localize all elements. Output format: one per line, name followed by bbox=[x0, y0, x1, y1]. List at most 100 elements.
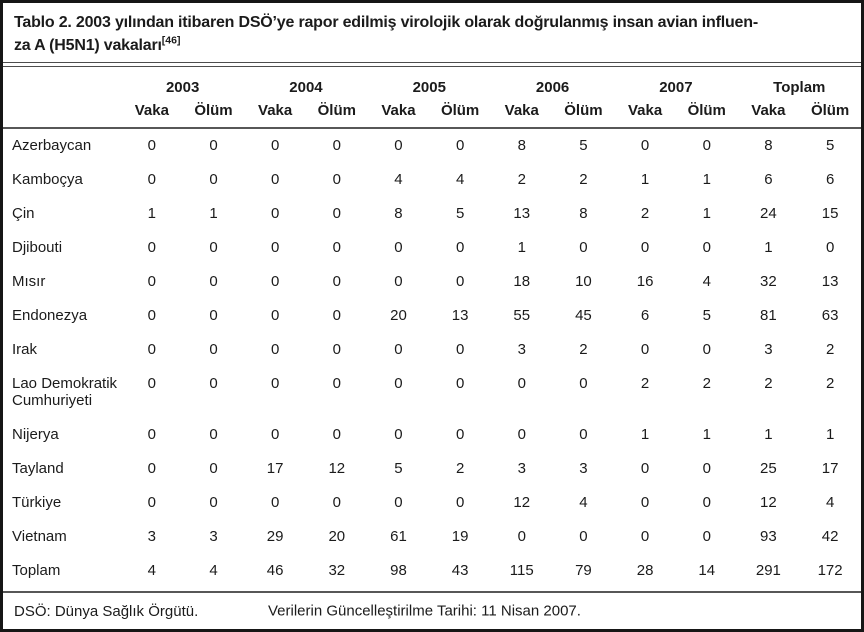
subheader-cell: Ölüm bbox=[182, 99, 245, 129]
value-cell: 4 bbox=[147, 562, 156, 579]
table-title-line2: za A (H5N1) vakaları[46] bbox=[14, 34, 850, 57]
value-cell: 0 bbox=[332, 137, 341, 154]
value-cell: 13 bbox=[513, 205, 531, 222]
value-cell: 29 bbox=[266, 528, 284, 545]
value-cell: 32 bbox=[328, 562, 346, 579]
value-cell: 10 bbox=[575, 273, 592, 290]
year-header: 2006 bbox=[535, 79, 570, 96]
value-cell: 0 bbox=[332, 239, 341, 256]
country-cell: Nijerya bbox=[12, 426, 59, 443]
value-cell: 1 bbox=[640, 426, 650, 443]
year-header: 2007 bbox=[659, 79, 693, 96]
value-cell: 0 bbox=[455, 239, 465, 256]
table-body: Azerbaycan 0 0 0 0 0 0 8 5 0 0 8 5 Kamboçya 0 0 0 0 4 4 2 2 1 1… bbox=[3, 128, 861, 588]
value-cell: 15 bbox=[821, 205, 839, 222]
value-cell: 0 bbox=[209, 307, 218, 324]
value-cell: 79 bbox=[575, 562, 592, 579]
corner-cell bbox=[3, 67, 121, 99]
value-cell: 1 bbox=[764, 239, 773, 256]
value-cell: 0 bbox=[209, 239, 218, 256]
table-row: Çin 1 1 0 0 8 5 13 8 2 1 24 15 bbox=[3, 197, 861, 231]
value-cell: 0 bbox=[579, 528, 588, 545]
value-cell: 14 bbox=[698, 562, 716, 579]
value-cell: 63 bbox=[821, 307, 839, 324]
value-cell: 0 bbox=[147, 137, 156, 154]
table-row: Kamboçya 0 0 0 0 4 4 2 2 1 1 6 6 bbox=[3, 163, 861, 197]
value-cell: 19 bbox=[451, 528, 469, 545]
year-header: 2003 bbox=[165, 79, 200, 96]
table-title-line1: Tablo 2. 2003 yılından itibaren DSÖ’ye r… bbox=[14, 14, 758, 31]
country-cell: Endonezya bbox=[12, 307, 88, 324]
country-cell: Mısır bbox=[12, 273, 46, 290]
value-cell: 0 bbox=[640, 494, 650, 511]
table-row: Nijerya 0 0 0 0 0 0 0 0 1 1 1 1 bbox=[3, 418, 861, 452]
value-cell: 43 bbox=[451, 562, 469, 579]
value-cell: 0 bbox=[702, 239, 711, 256]
subheader-cell: Vaka bbox=[490, 99, 553, 129]
value-cell: 0 bbox=[332, 341, 341, 358]
value-cell: 4 bbox=[702, 273, 711, 290]
value-cell: 0 bbox=[640, 341, 650, 358]
value-cell: 0 bbox=[270, 307, 280, 324]
value-cell: 2 bbox=[517, 171, 526, 188]
value-cell: 3 bbox=[147, 528, 156, 545]
value-cell: 0 bbox=[702, 460, 711, 477]
subheader-row: Vaka Ölüm Vaka Ölüm Vaka Ölüm Vaka Ölüm Vaka Ölüm… bbox=[3, 99, 861, 129]
value-cell: 0 bbox=[455, 341, 465, 358]
value-cell: 98 bbox=[390, 562, 407, 579]
value-cell: 0 bbox=[394, 273, 403, 290]
value-cell: 0 bbox=[455, 273, 465, 290]
value-cell: 0 bbox=[270, 426, 280, 443]
value-cell: 55 bbox=[513, 307, 531, 324]
table-row: Tayland 0 0 17 12 5 2 3 3 0 0 25 17 bbox=[3, 452, 861, 486]
value-cell: 17 bbox=[266, 460, 284, 477]
country-cell: Vietnam bbox=[12, 528, 67, 545]
value-cell: 8 bbox=[579, 205, 588, 222]
value-cell: 0 bbox=[394, 239, 403, 256]
value-cell: 1 bbox=[209, 205, 218, 222]
value-cell: 4 bbox=[209, 562, 218, 579]
corner-cell bbox=[3, 99, 121, 129]
value-cell: 0 bbox=[147, 239, 156, 256]
value-cell: 0 bbox=[394, 341, 403, 358]
value-cell: 28 bbox=[636, 562, 654, 579]
country-cell: Çin bbox=[12, 205, 35, 222]
value-cell: 6 bbox=[640, 307, 650, 324]
value-cell: 1 bbox=[825, 426, 835, 443]
table-row: Mısır 0 0 0 0 0 0 18 10 16 4 32 13 bbox=[3, 265, 861, 299]
value-cell: 0 bbox=[332, 171, 341, 188]
value-cell: 0 bbox=[332, 205, 341, 222]
value-cell: 0 bbox=[209, 171, 218, 188]
value-cell: 45 bbox=[575, 307, 592, 324]
data-table: 2003 2004 2005 2006 2007 Toplam Vaka Ölüm Vaka Öl… bbox=[3, 67, 861, 588]
value-cell: 8 bbox=[517, 137, 526, 154]
value-cell: 0 bbox=[147, 307, 156, 324]
value-cell: 4 bbox=[455, 171, 465, 188]
update-date-note: Verilerin Güncelleştirilme Tarihi: 11 Ni… bbox=[268, 602, 581, 620]
value-cell: 0 bbox=[147, 460, 156, 477]
value-cell: 1 bbox=[702, 171, 711, 188]
value-cell: 3 bbox=[517, 341, 526, 358]
abbreviation-note: DSÖ: Dünya Sağlık Örgütü. bbox=[14, 602, 199, 620]
value-cell: 5 bbox=[702, 307, 711, 324]
value-cell: 8 bbox=[764, 137, 773, 154]
subheader-cell: Vaka bbox=[367, 99, 430, 129]
value-cell: 18 bbox=[513, 273, 531, 290]
value-cell: 0 bbox=[517, 528, 526, 545]
value-cell: 0 bbox=[517, 426, 526, 443]
value-cell: 0 bbox=[394, 375, 403, 392]
value-cell: 2 bbox=[825, 375, 835, 392]
value-cell: 20 bbox=[328, 528, 346, 545]
value-cell: 5 bbox=[579, 137, 588, 154]
value-cell: 0 bbox=[332, 494, 341, 511]
subheader-cell: Vaka bbox=[244, 99, 306, 129]
value-cell: 13 bbox=[821, 273, 839, 290]
value-cell: 3 bbox=[517, 460, 526, 477]
value-cell: 0 bbox=[147, 341, 156, 358]
table-row: Djibouti 0 0 0 0 0 0 1 0 0 0 1 0 bbox=[3, 231, 861, 265]
value-cell: 2 bbox=[702, 375, 711, 392]
value-cell: 0 bbox=[270, 375, 280, 392]
value-cell: 81 bbox=[760, 307, 777, 324]
country-cell: Irak bbox=[12, 341, 38, 358]
table-row: Türkiye 0 0 0 0 0 0 12 4 0 0 12 4 bbox=[3, 486, 861, 520]
